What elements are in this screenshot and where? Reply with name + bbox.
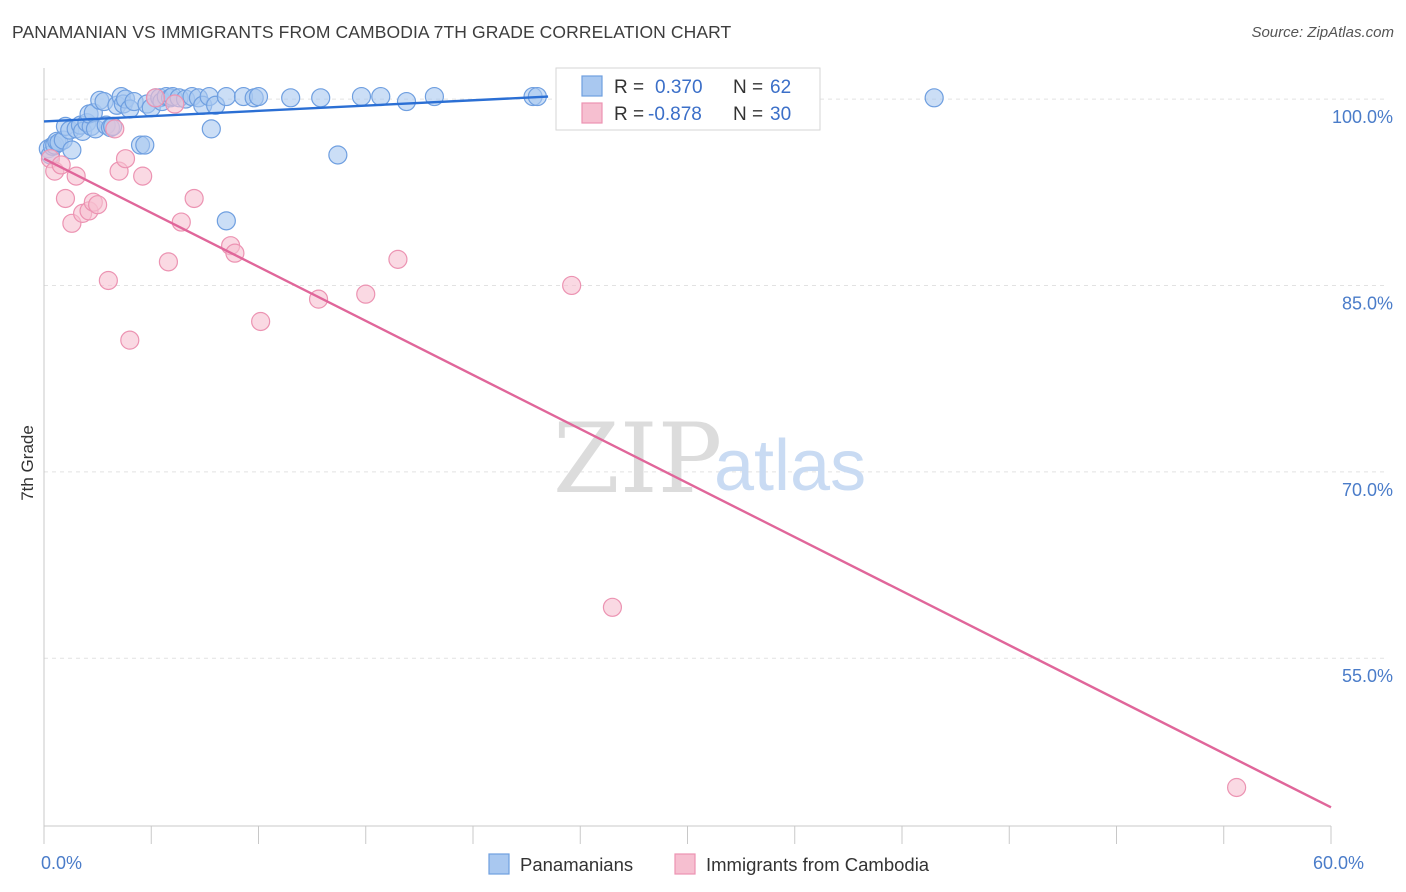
panamanian-point xyxy=(216,211,236,231)
legend-r-value-2: -0.878 xyxy=(648,104,702,125)
cambodia-point xyxy=(120,330,140,350)
cambodia-point xyxy=(98,270,118,291)
cambodia-point xyxy=(602,597,623,617)
watermark-atlas: atlas xyxy=(714,426,866,506)
legend-r-label-2: R = xyxy=(614,104,644,125)
y-tick-label: 100.0% xyxy=(1332,107,1393,127)
cambodia-point xyxy=(225,243,245,263)
cambodia-point xyxy=(388,249,408,269)
legend-r-value-1: 0.370 xyxy=(655,77,703,98)
bottom-legend-swatch-panamanians xyxy=(488,853,510,875)
y-axis-label: 7th Grade xyxy=(18,425,37,501)
axis-layer: 100.0% 85.0% 70.0% 55.0% 0.0% 60.0% xyxy=(41,68,1393,873)
y-tick-label: 85.0% xyxy=(1342,293,1393,313)
bottom-legend-label-panamanians: Panamanians xyxy=(520,854,633,875)
cambodia-point xyxy=(184,188,204,209)
watermark: ZIP atlas xyxy=(553,403,866,515)
x-tick-label: 60.0% xyxy=(1313,853,1364,873)
cambodia-point xyxy=(251,311,271,332)
y-tick-label: 70.0% xyxy=(1342,480,1393,500)
legend-n-value-2: 30 xyxy=(770,104,791,125)
panamanian-point xyxy=(248,86,269,107)
cambodia-point xyxy=(133,166,153,186)
cambodia-point xyxy=(562,275,582,296)
cambodia-point xyxy=(356,284,376,304)
y-tick-label: 55.0% xyxy=(1342,666,1393,686)
cambodia-point xyxy=(1227,777,1247,798)
bottom-legend-label-cambodia: Immigrants from Cambodia xyxy=(706,854,930,875)
panamanians-trend-line xyxy=(43,95,549,123)
legend-n-label-2: N = xyxy=(733,104,763,125)
cambodia-point xyxy=(88,195,108,215)
panamanian-point xyxy=(62,140,82,160)
panamanian-point xyxy=(351,86,372,107)
cambodia-point xyxy=(158,252,179,272)
panamanian-point xyxy=(216,86,236,107)
grid-layer xyxy=(44,98,1388,659)
panamanian-point xyxy=(135,135,155,155)
cambodia-point xyxy=(115,149,136,169)
x-tick-label: 0.0% xyxy=(41,853,82,873)
legend-n-value-1: 62 xyxy=(770,77,791,98)
legend-r-label-1: R = xyxy=(614,77,644,98)
panamanian-point xyxy=(311,88,331,108)
bottom-legend-swatch-cambodia xyxy=(674,853,696,875)
cambodia-point xyxy=(55,188,76,209)
legend-swatch-panamanians xyxy=(581,75,603,97)
legend-swatch-cambodia xyxy=(581,102,603,124)
panamanian-point xyxy=(371,86,391,107)
panamanian-point xyxy=(924,88,944,108)
series-legend: Panamanians Immigrants from Cambodia xyxy=(488,853,930,875)
chart-title: PANAMANIAN VS IMMIGRANTS FROM CAMBODIA 7… xyxy=(12,22,732,42)
source-credit: Source: ZipAtlas.com xyxy=(1251,24,1394,41)
panamanian-point xyxy=(328,145,348,165)
cambodia-point xyxy=(145,88,166,108)
points-layer xyxy=(38,86,1247,798)
trend-layer xyxy=(43,95,1332,809)
legend-n-label-1: N = xyxy=(733,77,763,98)
cambodia-trend-line xyxy=(43,157,1332,809)
cambodia-point xyxy=(105,119,125,139)
stats-legend: R = 0.370 N = 62 R = -0.878 N = 30 xyxy=(555,67,821,131)
panamanian-point xyxy=(396,91,417,112)
panamanian-point xyxy=(201,119,221,139)
panamanian-point xyxy=(281,88,301,108)
cambodia-point xyxy=(165,94,185,114)
